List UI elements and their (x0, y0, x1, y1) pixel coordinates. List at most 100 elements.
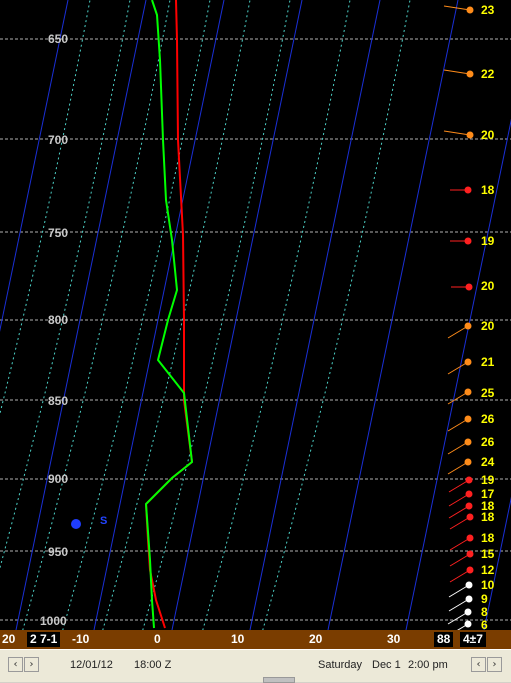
wind-speed-label: 12 (481, 563, 495, 577)
wind-dot (465, 502, 473, 510)
wind-barb-line (447, 611, 469, 625)
isotherm-line (0, 0, 69, 333)
wind-dot (464, 388, 472, 396)
dry-adiabat-line (62, 0, 211, 630)
wind-barb-line (449, 569, 471, 583)
wind-dot (465, 283, 473, 291)
dry-adiabat-line (142, 0, 291, 630)
surface-marker-label: S (100, 515, 108, 527)
utc-date: 12/01/12 (70, 659, 113, 671)
isotherm-line (93, 0, 225, 630)
wind-speed-label: 8 (481, 605, 488, 619)
dry-adiabat-line (202, 0, 351, 630)
dry-adiabat-line (22, 0, 171, 630)
wind-barb-line (443, 69, 471, 75)
x-axis-readout-box: 88 (434, 632, 454, 647)
wind-speed-label: 6 (481, 618, 488, 632)
pressure-label-650: 650 (48, 32, 69, 46)
wind-speed-label: 21 (481, 355, 495, 369)
wind-barb-line (449, 516, 471, 530)
wind-barb-line (448, 584, 470, 598)
dewpoint-profile-line (144, 0, 194, 629)
wind-barb-line (457, 623, 469, 630)
previous-time-button[interactable]: ‹ (8, 657, 23, 672)
skewt-diagram (0, 0, 511, 630)
wind-dot (465, 595, 473, 603)
wind-dot (466, 534, 474, 542)
wind-dot (466, 513, 474, 521)
wind-dot (465, 490, 473, 498)
pressure-label-900: 900 (48, 472, 69, 486)
wind-dot (466, 131, 474, 139)
wind-dot (466, 70, 474, 78)
wind-dot (464, 237, 472, 245)
wind-barb-line (447, 418, 469, 432)
wind-speed-label: 24 (481, 455, 495, 469)
scroll-left-button[interactable]: ‹ (471, 657, 486, 672)
wind-barb-line (448, 505, 470, 519)
weekday: Saturday (318, 659, 363, 671)
wind-dot (464, 415, 472, 423)
wind-speed-label: 18 (481, 499, 495, 513)
wind-barb-line (447, 461, 469, 475)
wind-barb-line (447, 361, 469, 375)
dry-adiabat-line (102, 0, 251, 630)
wind-barb-line (448, 479, 470, 493)
wind-speed-label: 26 (481, 412, 495, 426)
x-axis-label: 20 (2, 632, 16, 646)
surface-marker-dot (71, 519, 81, 529)
wind-dot (465, 476, 473, 484)
pressure-label-950: 950 (48, 545, 69, 559)
local-date: Dec 1 (372, 659, 401, 671)
wind-barb-line (443, 130, 471, 136)
wind-barb-line (447, 325, 469, 339)
wind-speed-label: 20 (481, 128, 495, 142)
pressure-label-700: 700 (48, 133, 69, 147)
isotherm-line (15, 0, 147, 630)
pressure-label-800: 800 (48, 313, 69, 327)
isotherm-line (327, 0, 459, 630)
temperature-axis-bar: 20 2 7-1 -10 0 10 20 30 88 4±7 (0, 630, 511, 649)
scrollbar-thumb[interactable] (263, 677, 295, 683)
isotherm-line (405, 118, 511, 630)
wind-dot (464, 620, 472, 628)
horizontal-scrollbar[interactable] (8, 676, 503, 683)
wind-dot (465, 581, 473, 589)
x-axis-label: -10 (72, 632, 90, 646)
dry-adiabat-line (0, 0, 91, 416)
wind-barb-line (448, 493, 470, 507)
isotherm-line (249, 0, 381, 630)
wind-speed-label: 19 (481, 234, 495, 248)
status-bar: ‹ › 12/01/12 18:00 Z Saturday Dec 1 2:00… (0, 649, 511, 683)
wind-dot (464, 358, 472, 366)
scroll-right-button[interactable]: › (487, 657, 502, 672)
x-axis-label: 30 (387, 632, 401, 646)
wind-speed-label: 19 (481, 473, 495, 487)
wind-barb-line (447, 441, 469, 455)
wind-speed-label: 22 (481, 67, 495, 81)
wind-barb-line (447, 391, 469, 405)
x-axis-readout-box: 2 7-1 (27, 632, 61, 647)
next-time-button[interactable]: › (24, 657, 39, 672)
utc-time: 18:00 Z (134, 659, 172, 671)
dry-adiabat-line (0, 0, 131, 570)
wind-speed-label: 20 (481, 319, 495, 333)
skewt-plot-area: 650 700 750 800 850 900 950 1000 S 23 22… (0, 0, 511, 632)
wind-barb-line (448, 598, 470, 612)
wind-dot (466, 6, 474, 14)
x-axis-label: 20 (309, 632, 323, 646)
pressure-label-750: 750 (48, 226, 69, 240)
wind-speed-label: 23 (481, 3, 495, 17)
pressure-label-850: 850 (48, 394, 69, 408)
wind-dot (466, 566, 474, 574)
wind-speed-label: 15 (481, 547, 495, 561)
wind-speed-label: 26 (481, 435, 495, 449)
wind-speed-label: 18 (481, 510, 495, 524)
pressure-label-1000: 1000 (40, 614, 67, 628)
x-axis-readout-box: 4±7 (460, 632, 486, 647)
wind-speed-label: 18 (481, 531, 495, 545)
wind-speed-label: 20 (481, 279, 495, 293)
dry-adiabat-line (262, 0, 411, 630)
wind-dot (464, 608, 472, 616)
wind-dot (464, 322, 472, 330)
